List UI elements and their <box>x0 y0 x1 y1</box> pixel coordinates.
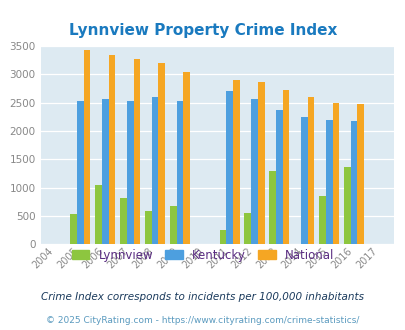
Bar <box>183 72 190 244</box>
Bar <box>244 213 251 244</box>
Bar <box>176 101 183 244</box>
Bar <box>226 91 232 244</box>
Bar <box>356 105 363 244</box>
Bar <box>102 99 109 244</box>
Bar <box>83 50 90 244</box>
Bar <box>257 82 264 244</box>
Bar <box>126 101 133 244</box>
Bar <box>151 97 158 244</box>
Bar <box>269 171 275 244</box>
Bar <box>350 121 356 244</box>
Bar <box>169 206 176 244</box>
Bar <box>300 117 307 244</box>
Bar <box>77 101 83 244</box>
Legend: Lynnview, Kentucky, National: Lynnview, Kentucky, National <box>67 244 338 266</box>
Bar <box>109 55 115 244</box>
Bar <box>325 120 332 244</box>
Text: Lynnview Property Crime Index: Lynnview Property Crime Index <box>68 23 337 38</box>
Bar <box>275 110 282 244</box>
Bar <box>158 63 165 244</box>
Text: © 2025 CityRating.com - https://www.cityrating.com/crime-statistics/: © 2025 CityRating.com - https://www.city… <box>46 315 359 325</box>
Bar <box>70 214 77 244</box>
Text: Crime Index corresponds to incidents per 100,000 inhabitants: Crime Index corresponds to incidents per… <box>41 292 364 302</box>
Bar <box>95 185 102 244</box>
Bar <box>120 198 126 244</box>
Bar <box>318 196 325 244</box>
Bar <box>133 59 140 244</box>
Bar <box>282 90 289 244</box>
Bar <box>232 80 239 244</box>
Bar <box>145 211 151 244</box>
Bar <box>332 103 339 244</box>
Bar <box>307 97 313 244</box>
Bar <box>343 167 350 244</box>
Bar <box>251 99 257 244</box>
Bar <box>219 230 226 244</box>
